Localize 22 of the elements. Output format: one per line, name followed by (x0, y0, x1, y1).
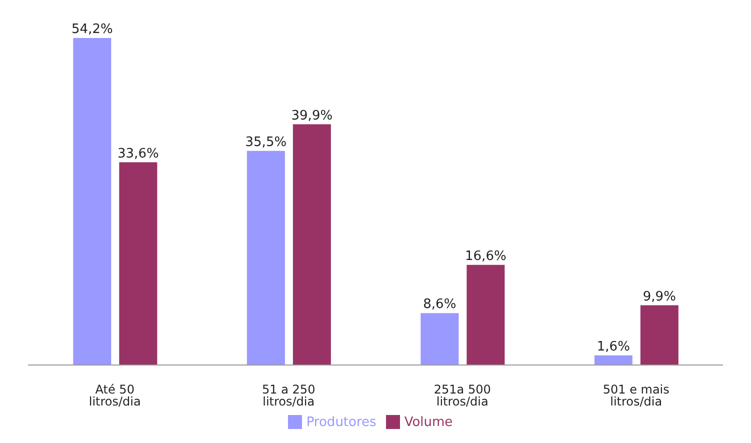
data-label: 9,9% (642, 289, 676, 304)
data-label: 35,5% (245, 134, 287, 150)
legend-label: Produtores (306, 415, 376, 430)
bar (594, 355, 632, 365)
data-label: 33,6% (118, 146, 159, 162)
x-tick-label: 51 a 250 litros/dia (262, 382, 316, 409)
data-label: 1,6% (596, 339, 630, 354)
data-label: 16,6% (465, 248, 506, 264)
bar (292, 124, 331, 365)
bar (246, 150, 285, 365)
bar (466, 264, 505, 365)
bar (420, 313, 459, 365)
data-label: 39,9% (291, 108, 333, 124)
data-label: 8,6% (423, 297, 456, 312)
x-tick-label: Até 50 litros/dia (88, 382, 141, 409)
x-tick-label: 501 e mais litros/dia (602, 382, 670, 409)
bar (119, 162, 158, 365)
legend-label: Volume (404, 415, 453, 430)
bar (640, 305, 678, 365)
data-label: 54,2% (72, 22, 113, 37)
x-tick-label: 251a 500 litros/dia (434, 382, 491, 409)
bar (73, 38, 112, 365)
